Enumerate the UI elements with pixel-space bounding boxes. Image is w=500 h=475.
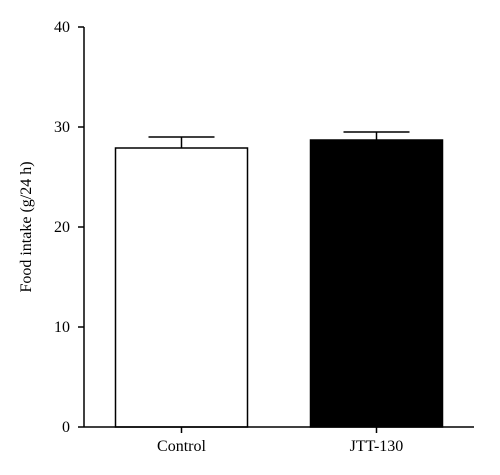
x-tick-label: Control [157, 438, 206, 455]
x-axis: Control JTT-130 [84, 426, 474, 455]
y-axis: 0 10 20 30 40 [54, 19, 85, 436]
bar-control [114, 147, 249, 428]
error-bars-layer [148, 131, 410, 148]
y-axis-title: Food intake (g/24 h) [18, 161, 35, 292]
y-tick-label: 0 [62, 419, 70, 436]
y-tick-label: 40 [54, 19, 70, 36]
y-tick-label: 10 [54, 319, 70, 336]
x-tick-label: JTT-130 [350, 438, 404, 455]
bar-jtt-130 [309, 139, 444, 428]
y-tick-label: 30 [54, 119, 70, 136]
y-tick-label: 20 [54, 219, 70, 236]
bars-layer [114, 139, 444, 428]
